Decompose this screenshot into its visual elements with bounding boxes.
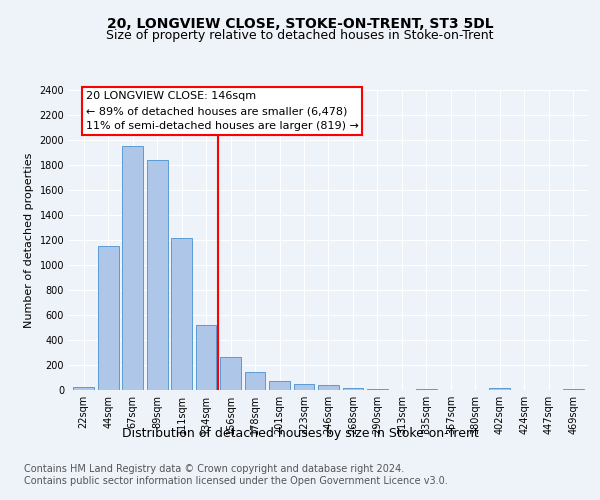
Bar — [220, 357, 241, 390]
Bar — [367, 388, 388, 390]
Bar — [245, 372, 265, 390]
Y-axis label: Number of detached properties: Number of detached properties — [24, 152, 34, 328]
Bar — [73, 386, 94, 390]
Text: 20 LONGVIEW CLOSE: 146sqm
← 89% of detached houses are smaller (6,478)
11% of se: 20 LONGVIEW CLOSE: 146sqm ← 89% of detac… — [86, 91, 359, 131]
Text: Distribution of detached houses by size in Stoke-on-Trent: Distribution of detached houses by size … — [122, 428, 478, 440]
Bar — [269, 380, 290, 390]
Bar — [147, 160, 167, 390]
Bar — [293, 384, 314, 390]
Bar — [122, 146, 143, 390]
Bar — [171, 238, 192, 390]
Text: Contains public sector information licensed under the Open Government Licence v3: Contains public sector information licen… — [24, 476, 448, 486]
Text: Contains HM Land Registry data © Crown copyright and database right 2024.: Contains HM Land Registry data © Crown c… — [24, 464, 404, 474]
Text: 20, LONGVIEW CLOSE, STOKE-ON-TRENT, ST3 5DL: 20, LONGVIEW CLOSE, STOKE-ON-TRENT, ST3 … — [107, 18, 493, 32]
Bar — [343, 388, 364, 390]
Bar — [490, 388, 510, 390]
Bar — [563, 389, 584, 390]
Text: Size of property relative to detached houses in Stoke-on-Trent: Size of property relative to detached ho… — [106, 29, 494, 42]
Bar — [196, 325, 217, 390]
Bar — [318, 385, 339, 390]
Bar — [98, 246, 119, 390]
